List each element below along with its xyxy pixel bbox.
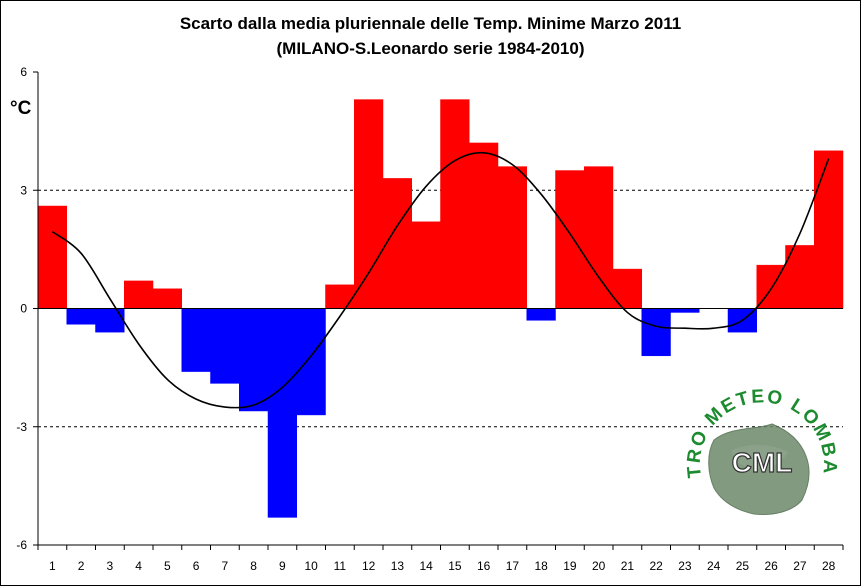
y-tick-label: 6 (20, 65, 27, 79)
y-tick-label: 0 (20, 302, 27, 316)
bar-day-16 (469, 142, 499, 309)
bar-day-19 (555, 170, 585, 309)
bar-day-3 (95, 308, 125, 333)
trend-line-group (51, 151, 830, 409)
bar-day-22 (641, 308, 671, 357)
x-tick-label-2: 2 (78, 559, 85, 573)
x-tick-label-9: 9 (279, 559, 286, 573)
y-tick-label: -6 (16, 538, 27, 552)
bar-day-18 (526, 308, 556, 321)
bar-day-9 (267, 308, 297, 518)
bar-day-4 (124, 280, 154, 309)
bar-day-17 (497, 166, 527, 309)
x-tick-label-14: 14 (419, 559, 433, 573)
y-tick-label: -3 (16, 420, 27, 434)
x-tick-label-24: 24 (707, 559, 721, 573)
bar-day-6 (181, 308, 211, 372)
bars (37, 99, 844, 518)
x-tick-label-1: 1 (49, 559, 56, 573)
x-tick-label-25: 25 (736, 559, 750, 573)
x-tick-label-12: 12 (362, 559, 376, 573)
x-tick-label-17: 17 (506, 559, 520, 573)
x-tick-label-22: 22 (649, 559, 663, 573)
bar-day-13 (382, 178, 412, 309)
x-tick-label-4: 4 (135, 559, 142, 573)
x-tick-label-19: 19 (563, 559, 577, 573)
bar-day-5 (152, 288, 182, 309)
bar-day-8 (239, 308, 269, 412)
x-tick-label-26: 26 (764, 559, 778, 573)
x-tick-label-18: 18 (534, 559, 548, 573)
cml-logo: CENTRO METEO LOMBARDO CML (684, 386, 838, 515)
bar-day-12 (354, 99, 384, 309)
x-tick-label-8: 8 (250, 559, 257, 573)
trend-line (51, 151, 830, 409)
x-tick-label-16: 16 (477, 559, 491, 573)
bar-day-28 (814, 150, 844, 309)
x-tick-label-10: 10 (304, 559, 318, 573)
bar-day-10 (296, 308, 326, 416)
x-tick-label-6: 6 (193, 559, 200, 573)
x-tick-label-21: 21 (621, 559, 635, 573)
x-tick-label-28: 28 (822, 559, 836, 573)
x-tick-label-7: 7 (222, 559, 229, 573)
bar-day-14 (411, 221, 441, 309)
tick-labels: 630-3-61 2 3 4 5 6 7 8 9 10 11 12 13 14 15 16 17 18 19 20 21… (16, 65, 835, 573)
bar-day-2 (66, 308, 96, 325)
x-tick-label-11: 11 (334, 559, 347, 573)
axes (33, 71, 844, 550)
bar-day-7 (210, 308, 240, 384)
bar-day-1 (37, 205, 67, 309)
x-tick-label-13: 13 (391, 559, 405, 573)
x-tick-label-15: 15 (448, 559, 462, 573)
y-axis-unit-label: °C (10, 98, 32, 119)
x-tick-label-20: 20 (592, 559, 606, 573)
logo-abbreviation: CML (732, 447, 793, 478)
x-tick-label-23: 23 (678, 559, 692, 573)
bar-day-11 (325, 284, 355, 309)
chart-title: Scarto dalla media pluriennale delle Tem… (179, 14, 682, 33)
bar-day-15 (440, 99, 470, 309)
logo-map-shape (708, 423, 810, 515)
x-tick-label-27: 27 (793, 559, 807, 573)
x-tick-label-3: 3 (107, 559, 114, 573)
x-tick-label-5: 5 (164, 559, 171, 573)
y-tick-label: 3 (20, 183, 27, 197)
logo-map-detail (732, 444, 788, 469)
chart-subtitle: (MILANO-S.Leonardo serie 1984-2010) (276, 39, 585, 58)
bar-day-23 (670, 308, 700, 313)
bar-day-20 (584, 166, 614, 309)
